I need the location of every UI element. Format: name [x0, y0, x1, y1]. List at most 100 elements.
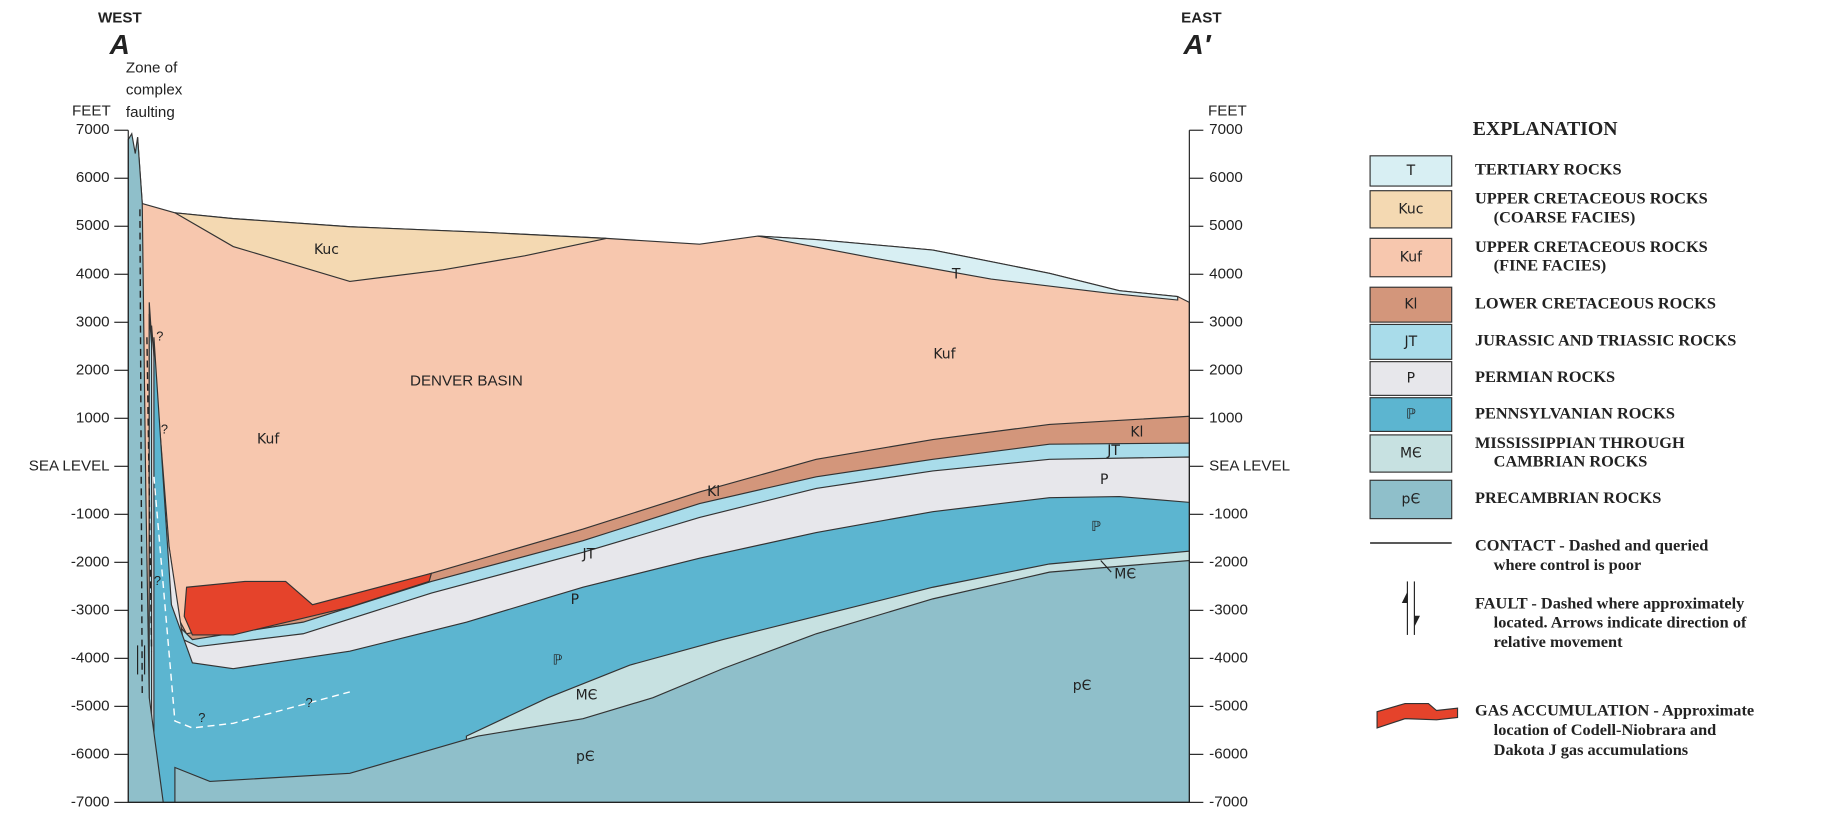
tick-label: 2000 — [1209, 361, 1243, 378]
tick-label: 6000 — [76, 169, 110, 186]
tick-label: -1000 — [1209, 505, 1248, 522]
legend-swatch — [1369, 434, 1453, 473]
legend-title: EXPLANATION — [1473, 118, 1619, 140]
layer-label: JT — [1106, 443, 1120, 459]
tick-label: -3000 — [71, 601, 110, 618]
legend-symbol: JT — [1404, 334, 1418, 350]
tick-label: -7000 — [1209, 793, 1248, 810]
legend-text: UPPER CRETACEOUS ROCKS — [1475, 237, 1708, 256]
query-mark: ? — [156, 329, 163, 344]
tick-label: 7000 — [1209, 121, 1243, 138]
legend-swatch — [1369, 479, 1453, 520]
tick-label: -3000 — [1209, 601, 1248, 618]
tick-label: 1000 — [1209, 409, 1243, 426]
layer-label: ℙ — [552, 653, 562, 669]
tick-label: -7000 — [71, 793, 110, 810]
legend-text: GAS ACCUMULATION - Approximate — [1475, 700, 1754, 719]
pe-fault-block — [127, 132, 164, 803]
legend-swatch — [1369, 237, 1453, 278]
east-mark: A′ — [1183, 29, 1212, 60]
legend-symbol: pЄ — [1402, 491, 1421, 507]
query-mark: ? — [198, 710, 205, 725]
fault-line — [139, 209, 143, 698]
legend-text: JURASSIC AND TRIASSIC ROCKS — [1475, 331, 1736, 350]
tick-label: 3000 — [1209, 313, 1243, 330]
legend-text: LOWER CRETACEOUS ROCKS — [1475, 293, 1716, 312]
layer-label: Kl — [1130, 425, 1143, 441]
layer-label: MЄ — [576, 687, 598, 703]
legend-text: where control is poor — [1494, 555, 1642, 574]
gas-accumulation — [183, 572, 433, 636]
tick-label: 5000 — [76, 217, 110, 234]
legend-swatch — [1369, 155, 1453, 187]
tick-label: 4000 — [76, 265, 110, 282]
legend-swatch — [1369, 190, 1453, 229]
tick-label: 7000 — [76, 121, 110, 138]
layer-label: Kl — [707, 484, 720, 500]
tick-label: -6000 — [71, 745, 110, 762]
legend-text: PRECAMBRIAN ROCKS — [1475, 488, 1661, 507]
west-mark: A — [109, 29, 130, 60]
legend-text: CONTACT - Dashed and queried — [1475, 535, 1708, 554]
zone-note: complex — [126, 82, 183, 99]
legend-symbol: ℙ — [1406, 407, 1416, 423]
layer-label: Kuc — [314, 242, 339, 258]
tick-label: -2000 — [1209, 553, 1248, 570]
legend-text: FAULT - Dashed where approximately — [1475, 593, 1744, 612]
layer-label: pЄ — [576, 749, 595, 765]
tick-label: 5000 — [1209, 217, 1243, 234]
layer-label: P — [1100, 472, 1108, 488]
fault-line — [146, 337, 153, 652]
legend-text: location of Codell-Niobrara and — [1494, 720, 1717, 739]
layer-label: DENVER BASIN — [410, 372, 523, 389]
tick-label: 6000 — [1209, 169, 1243, 186]
tick-label: -2000 — [71, 553, 110, 570]
legend-symbol: Kl — [1404, 297, 1417, 313]
legend-text: PERMIAN ROCKS — [1475, 367, 1615, 386]
axis-title: FEET — [72, 103, 111, 120]
t-layer — [757, 235, 1179, 301]
layer-label: T — [951, 266, 961, 282]
leader-line — [1100, 560, 1112, 573]
legend-symbol: MЄ — [1400, 446, 1422, 462]
legend-symbol: Kuc — [1398, 201, 1423, 217]
legend-text: TERTIARY ROCKS — [1475, 160, 1622, 179]
tick-label: -6000 — [1209, 745, 1248, 762]
tick-label: -4000 — [1209, 649, 1248, 666]
legend-text: located. Arrows indicate direction of — [1494, 613, 1747, 632]
tick-label: 2000 — [76, 361, 110, 378]
layer-label: P — [571, 592, 579, 608]
legend-swatch — [1369, 397, 1453, 433]
zone-note: Zone of — [126, 60, 178, 77]
legend-swatch — [1369, 361, 1453, 396]
east-label: EAST — [1181, 10, 1222, 27]
layer-label: Kuf — [933, 347, 956, 363]
legend-text: (FINE FACIES) — [1494, 256, 1607, 275]
legend-text: UPPER CRETACEOUS ROCKS — [1475, 189, 1708, 208]
tick-label: 3000 — [76, 313, 110, 330]
query-mark: ? — [161, 422, 168, 437]
zone-note: faulting — [126, 104, 175, 121]
legend-text: MISSISSIPPIAN THROUGH — [1475, 433, 1685, 452]
tick-label: -4000 — [71, 649, 110, 666]
legend-symbol: T — [1406, 163, 1416, 179]
legend-swatch — [1369, 323, 1453, 360]
legend-text: CAMBRIAN ROCKS — [1494, 452, 1648, 471]
fault-line — [153, 476, 350, 729]
tick-label: SEA LEVEL — [29, 457, 110, 474]
legend-text: Dakota J gas accumulations — [1494, 740, 1688, 759]
query-mark: ? — [305, 695, 312, 710]
legend-symbol: Kuf — [1400, 250, 1423, 266]
axis-title: FEET — [1208, 103, 1247, 120]
fault-arrow — [1413, 615, 1420, 626]
layer-label: ℙ — [1091, 519, 1101, 535]
legend-symbol: P — [1407, 371, 1415, 387]
legend-text: relative movement — [1494, 632, 1623, 651]
tick-label: -1000 — [71, 505, 110, 522]
tick-label: SEA LEVEL — [1209, 457, 1290, 474]
kuc-layer — [174, 212, 607, 283]
layer-label: pЄ — [1073, 678, 1092, 694]
layer-label: MЄ — [1114, 566, 1136, 582]
layer-label: JT — [582, 547, 596, 563]
